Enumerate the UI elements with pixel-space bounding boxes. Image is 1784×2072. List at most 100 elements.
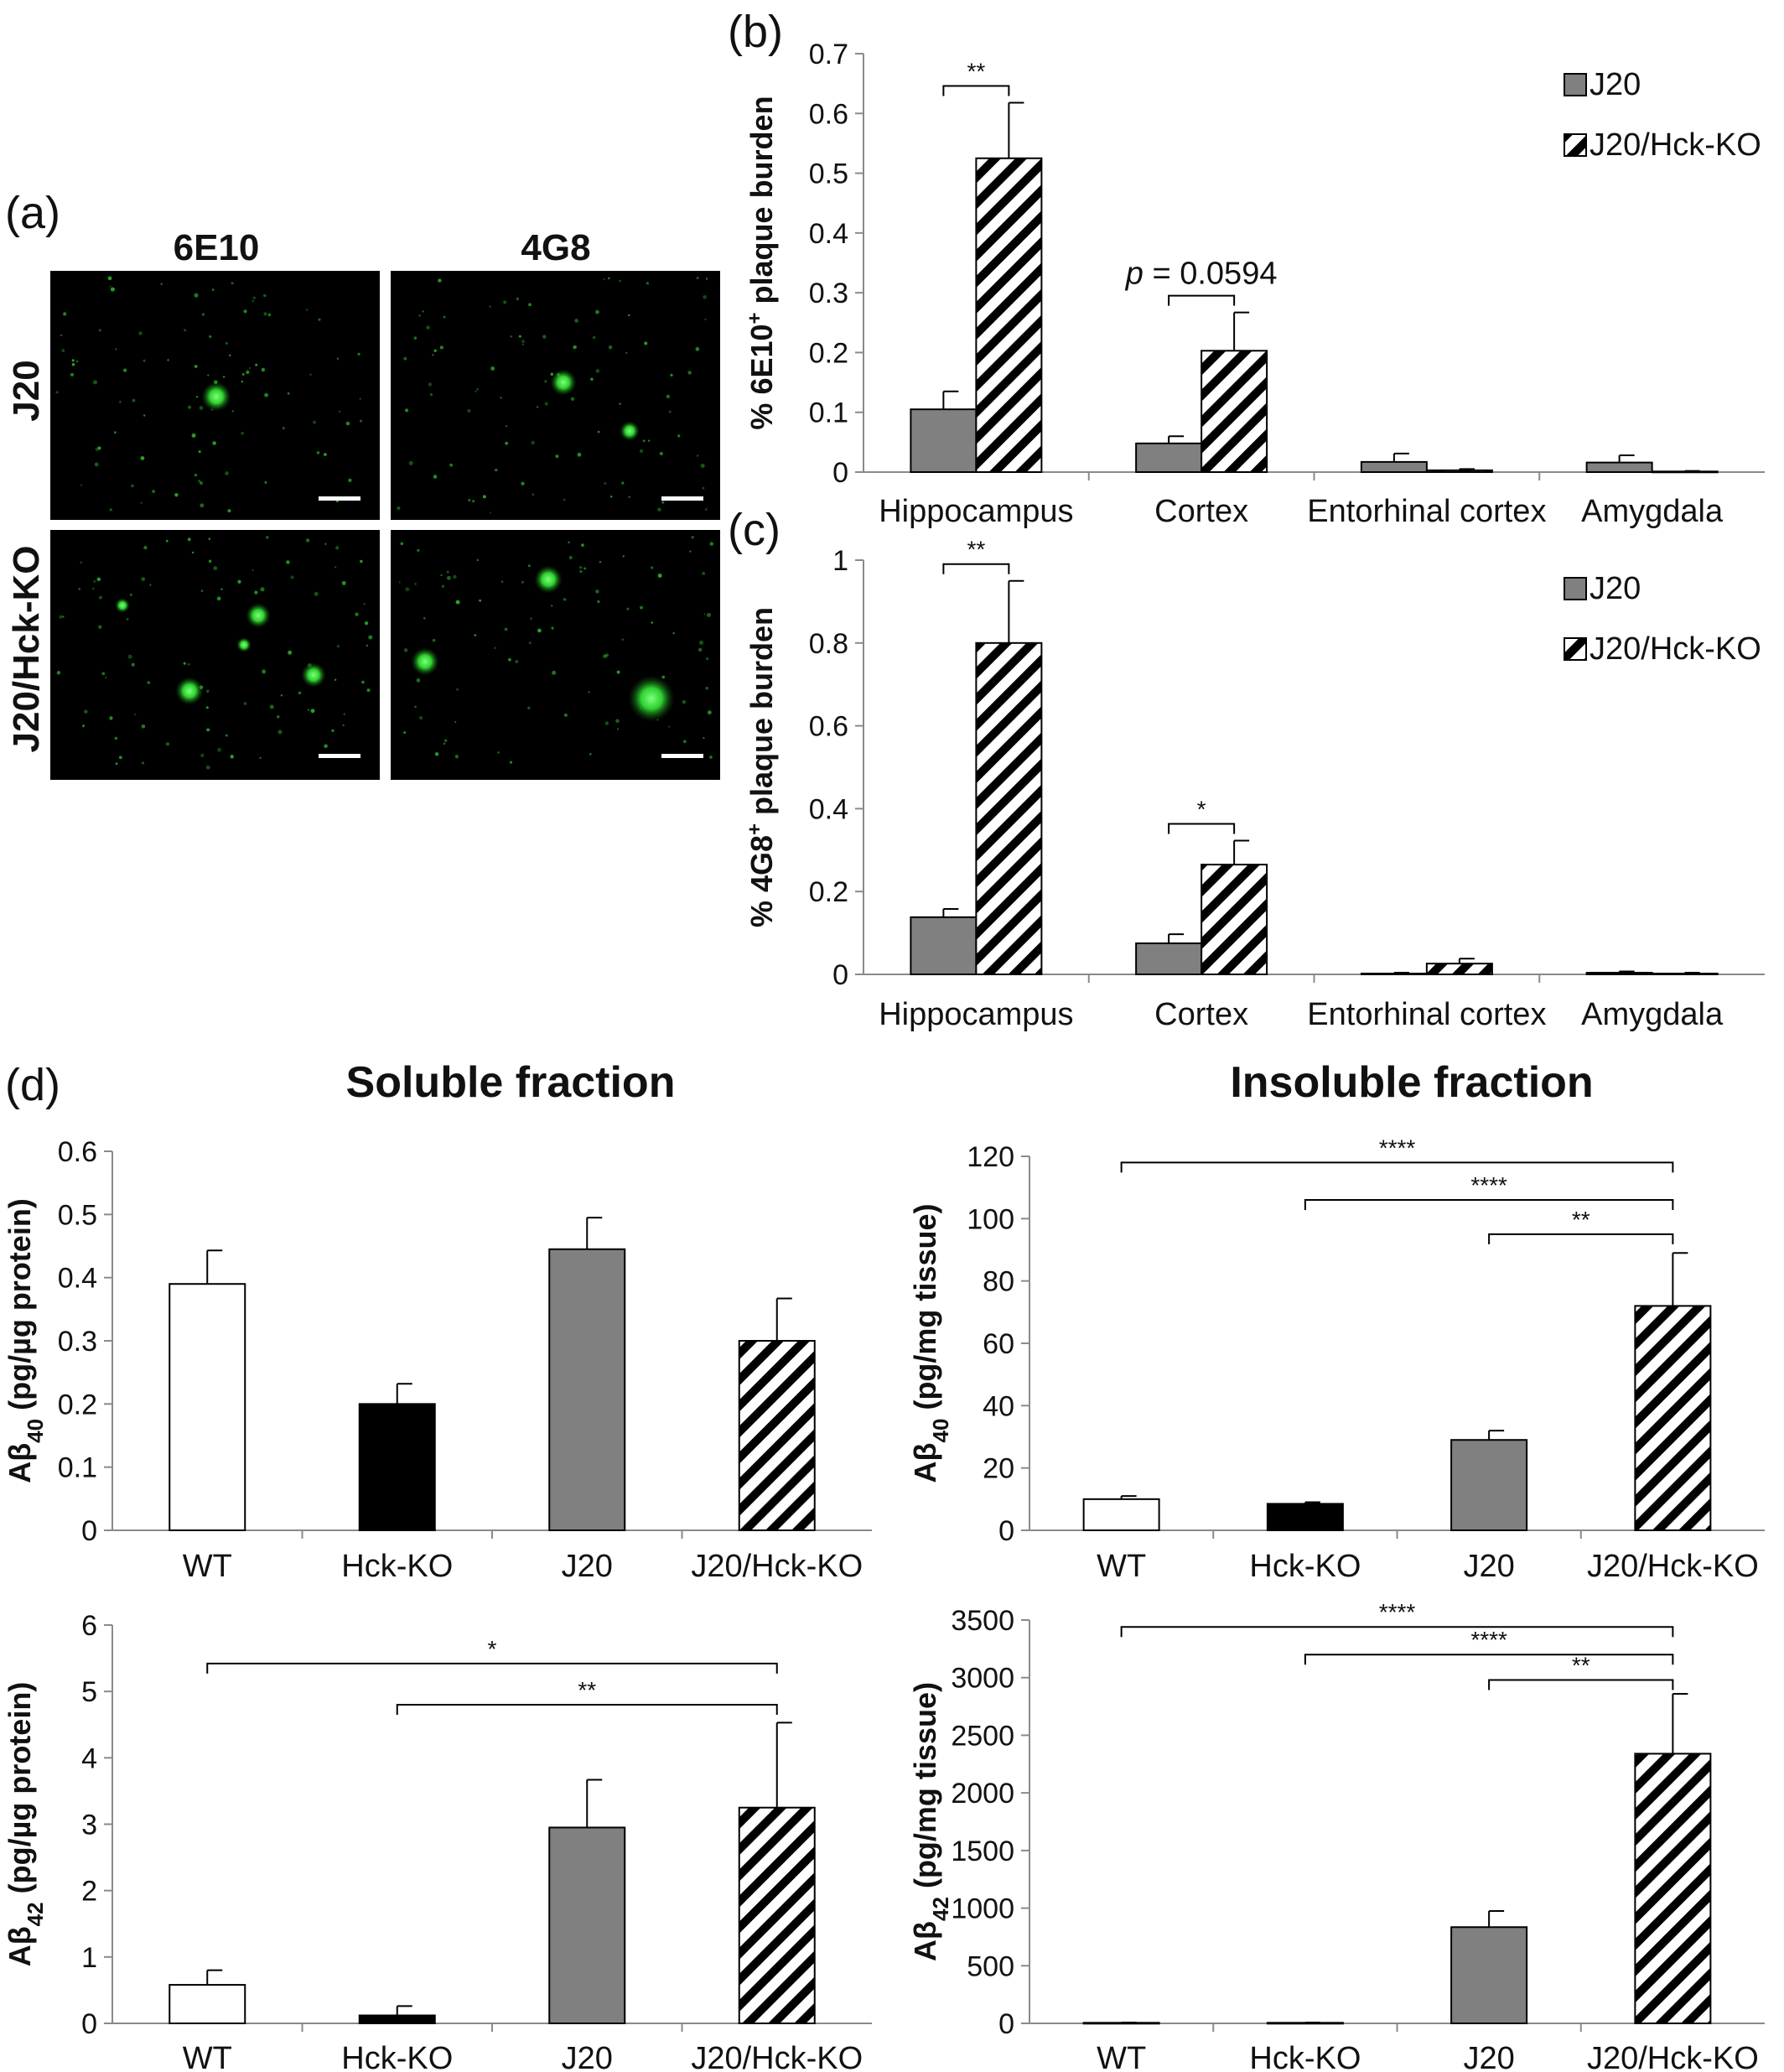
- significance-bracket: [1304, 1199, 1674, 1211]
- y-tick-label: 1: [832, 545, 848, 577]
- x-tick-label: Hck-KO: [1249, 1549, 1361, 1584]
- x-tick-label: Cortex: [1154, 997, 1248, 1032]
- legend-swatch: [1564, 133, 1587, 157]
- micrograph-panel: 6E10 4G8 J20 J20/Hck-KO: [6, 227, 720, 780]
- speckle: [444, 739, 448, 742]
- bar: [975, 157, 1043, 473]
- speckle: [563, 598, 567, 601]
- y-axis-label: % 4G8+ plaque burden: [744, 607, 780, 927]
- speckle: [439, 345, 443, 350]
- speckle: [348, 478, 352, 482]
- speckle: [132, 398, 136, 402]
- x-tick-label: Hck-KO: [341, 1549, 453, 1584]
- speckle: [455, 600, 460, 605]
- speckle: [61, 349, 65, 353]
- speckle: [323, 453, 327, 456]
- speckle: [503, 300, 507, 304]
- y-tick-label: 3500: [951, 1605, 1014, 1637]
- speckle: [264, 480, 267, 484]
- speckle: [446, 575, 451, 580]
- speckle: [682, 740, 687, 744]
- speckle: [705, 686, 708, 690]
- x-tick-label: J20: [1463, 2041, 1514, 2072]
- speckle: [698, 640, 704, 645]
- speckle: [626, 607, 630, 610]
- speckle: [408, 460, 413, 465]
- speckle: [528, 303, 532, 307]
- y-tick-label: 1000: [951, 1893, 1014, 1925]
- speckle: [230, 755, 234, 759]
- speckle: [280, 694, 283, 697]
- significance-label: **: [967, 58, 985, 84]
- speckle: [497, 751, 500, 754]
- y-tick-label: 0: [998, 2008, 1014, 2040]
- speckle: [500, 397, 502, 399]
- speckle: [577, 452, 582, 457]
- speckle: [605, 653, 609, 657]
- y-axis-label: % 6E10+ plaque burden: [744, 96, 780, 429]
- speckle: [668, 410, 672, 413]
- speckle: [81, 724, 86, 728]
- speckle: [453, 574, 457, 579]
- y-tick-label: 0: [832, 457, 848, 489]
- speckle: [195, 396, 199, 398]
- speckle: [563, 713, 568, 717]
- y-tick-label: 0: [81, 1515, 97, 1547]
- significance-label: **: [967, 537, 985, 563]
- speckle: [143, 359, 146, 362]
- speckle: [252, 569, 254, 572]
- speckle: [504, 627, 508, 631]
- x-tick-label: J20/Hck-KO: [1587, 2041, 1759, 2072]
- bar: [169, 1984, 246, 2024]
- speckle: [670, 373, 673, 376]
- panel-label-a: (a): [5, 188, 60, 238]
- speckle: [475, 390, 477, 392]
- speckle: [109, 508, 112, 512]
- bar: [358, 1403, 436, 1532]
- speckle: [403, 731, 407, 735]
- speckle: [141, 724, 146, 729]
- y-tick-label: 0.2: [58, 1389, 97, 1420]
- speckle: [80, 484, 83, 486]
- speckle: [359, 397, 361, 400]
- speckle: [515, 660, 519, 663]
- speckle: [101, 672, 106, 676]
- speckle: [537, 406, 539, 408]
- speckle: [476, 558, 479, 561]
- speckle: [241, 380, 243, 383]
- speckle: [165, 742, 170, 746]
- speckle: [336, 357, 340, 361]
- speckle: [625, 351, 628, 354]
- speckle: [707, 612, 711, 617]
- y-tick-label: 3: [81, 1810, 97, 1841]
- y-tick-label: 0.3: [809, 278, 848, 309]
- speckle: [243, 309, 247, 314]
- speckle: [521, 340, 526, 344]
- speckle: [115, 348, 117, 351]
- speckle: [532, 493, 535, 496]
- bar: [910, 408, 978, 473]
- bar: [1135, 942, 1203, 975]
- speckle: [71, 362, 75, 366]
- speckle: [360, 419, 363, 423]
- speckle: [500, 580, 504, 583]
- speckle: [621, 481, 625, 485]
- speckle: [97, 446, 101, 450]
- speckle: [581, 543, 584, 547]
- speckle: [255, 363, 258, 366]
- speckle: [200, 481, 203, 486]
- speckle: [510, 335, 513, 338]
- y-tick-label: 1500: [951, 1836, 1014, 1867]
- speckle: [263, 312, 267, 316]
- bar: [1135, 442, 1203, 473]
- speckle: [133, 713, 137, 716]
- speckle: [113, 431, 117, 434]
- speckle: [309, 373, 312, 376]
- speckle: [537, 628, 542, 633]
- significance-bracket: [1304, 1654, 1674, 1665]
- significance-bracket: [1168, 294, 1236, 306]
- speckle: [92, 587, 95, 590]
- speckle: [509, 761, 513, 764]
- speckle: [657, 507, 661, 512]
- speckle: [646, 282, 650, 285]
